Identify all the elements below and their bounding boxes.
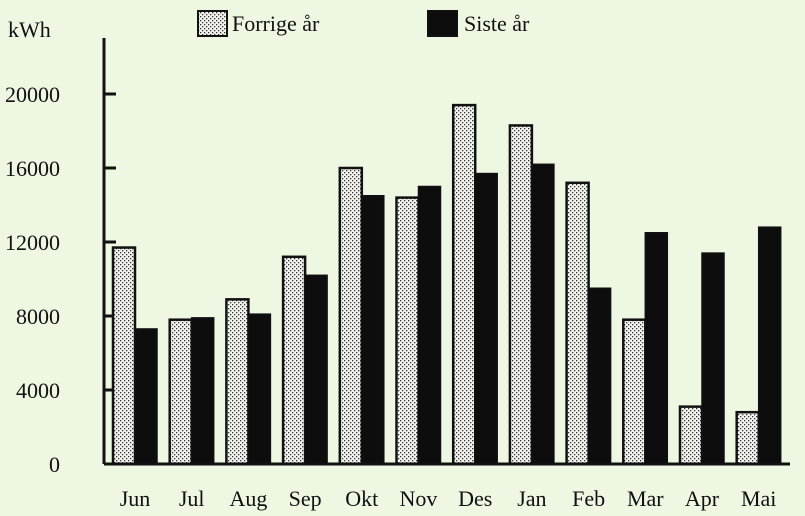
- bar-forrige-ar: [338, 166, 364, 466]
- y-tick-label: 12000: [5, 230, 60, 255]
- y-axis: 0 4000 8000 12000 16000 20000: [5, 38, 116, 477]
- y-axis-label: kWh: [8, 17, 51, 42]
- x-tick-label: Nov: [400, 486, 438, 511]
- x-tick-label: Jul: [179, 486, 205, 511]
- bar-forrige-ar: [508, 124, 534, 466]
- y-tick-label: 4000: [16, 378, 60, 403]
- legend: Forrige år Siste år: [197, 10, 530, 37]
- bar-siste-ar: [417, 185, 442, 465]
- bar-siste-ar: [757, 226, 782, 465]
- x-tick-label: Mar: [627, 486, 664, 511]
- bar-forrige-ar: [451, 103, 477, 466]
- x-tick-label: Des: [458, 486, 492, 511]
- y-tick-label: 16000: [5, 156, 60, 181]
- bar-forrige-ar: [281, 255, 307, 466]
- x-tick-label: Jun: [120, 486, 151, 511]
- bar-siste-ar: [531, 163, 555, 465]
- bar-siste-ar: [134, 328, 158, 465]
- bar-forrige-ar: [565, 181, 590, 466]
- y-tick-label: 8000: [16, 304, 60, 329]
- legend-swatch-forrige-ar: [197, 10, 228, 37]
- x-tick-label: Okt: [345, 486, 378, 511]
- bar-forrige-ar: [111, 246, 137, 466]
- bar-siste-ar: [361, 195, 385, 465]
- x-tick-label: Apr: [685, 486, 720, 511]
- bar-siste-ar: [587, 287, 612, 465]
- bar-forrige-ar: [395, 196, 420, 466]
- y-tick-label: 0: [49, 452, 60, 477]
- x-tick-label: Mai: [741, 486, 776, 511]
- x-tick-label: Aug: [229, 486, 267, 511]
- x-tick-label: Sep: [289, 486, 322, 511]
- bar-forrige-ar: [622, 318, 647, 466]
- legend-label-siste-ar: Siste år: [464, 11, 530, 36]
- bar-siste-ar: [644, 232, 669, 465]
- bar-siste-ar: [247, 313, 272, 465]
- legend-label-forrige-ar: Forrige år: [232, 11, 320, 36]
- bar-forrige-ar: [168, 318, 193, 466]
- bar-siste-ar: [304, 274, 328, 465]
- bar-forrige-ar: [225, 298, 250, 466]
- legend-swatch-siste-ar: [427, 10, 458, 37]
- x-tick-label: Jan: [517, 486, 546, 511]
- bar-forrige-ar: [678, 405, 704, 466]
- bars: [111, 103, 782, 466]
- y-tick-label: 20000: [5, 82, 60, 107]
- x-tick-label: Feb: [572, 486, 605, 511]
- bar-siste-ar: [701, 252, 725, 465]
- bar-siste-ar: [190, 317, 215, 465]
- bar-forrige-ar: [735, 410, 760, 466]
- bar-siste-ar: [474, 172, 498, 465]
- x-axis: Jun Jul Aug Sep Okt Nov Des Jan Feb Mar Apr Mai: [104, 462, 790, 511]
